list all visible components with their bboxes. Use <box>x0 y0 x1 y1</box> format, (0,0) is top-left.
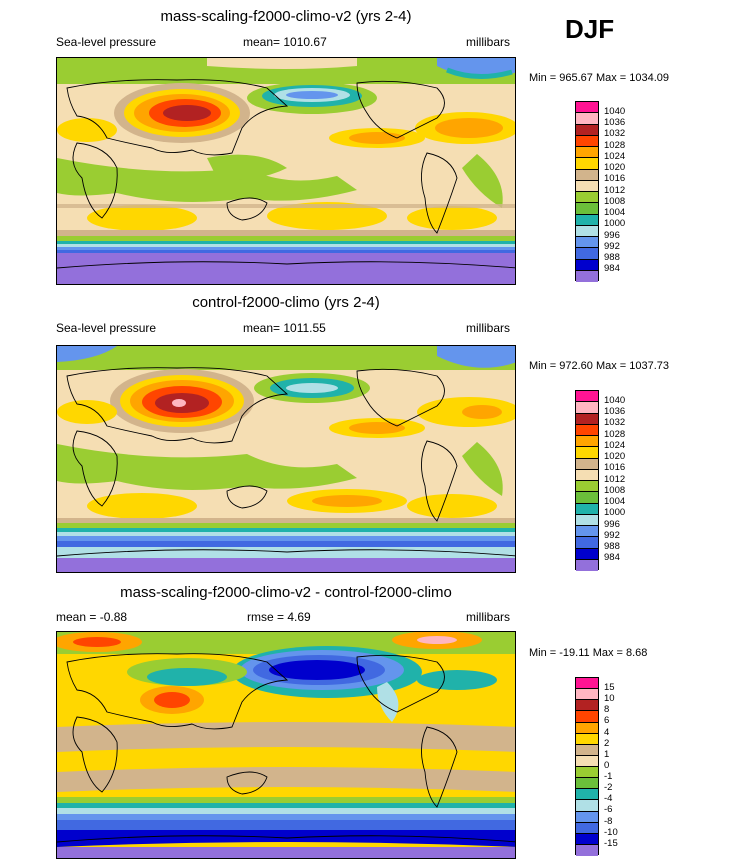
tick-label: -8 <box>604 816 613 827</box>
panel-2-units: millibars <box>466 321 511 335</box>
panel-3-rmse: rmse = 4.69 <box>247 610 311 624</box>
tick-label: 6 <box>604 715 610 726</box>
tick-label: 1000 <box>604 218 626 229</box>
tick-label: 1032 <box>604 417 626 428</box>
tick-label: 1016 <box>604 462 626 473</box>
tick-label: -2 <box>604 782 613 793</box>
tick-label: 1040 <box>604 106 626 117</box>
tick-label: 1004 <box>604 207 626 218</box>
tick-label: 8 <box>604 704 610 715</box>
season-label: DJF <box>565 14 615 44</box>
panel-2-minmax: Min = 972.60 Max = 1037.73 <box>529 360 670 372</box>
tick-label: 1020 <box>604 162 626 173</box>
tick-label: 1036 <box>604 117 626 128</box>
tick-label: 10 <box>604 693 615 704</box>
tick-label: 1012 <box>604 185 626 196</box>
panel-1-title: mass-scaling-f2000-climo-v2 (yrs 2-4) <box>160 8 412 25</box>
tick-label: 996 <box>604 230 620 241</box>
tick-label: -15 <box>604 838 618 849</box>
tick-label: 1000 <box>604 507 626 518</box>
panel-2-left-label: Sea-level pressure <box>56 321 157 335</box>
tick-label: -4 <box>604 793 613 804</box>
panel-3-minmax: Min = -19.11 Max = 8.68 <box>529 647 648 659</box>
tick-label: -1 <box>604 771 613 782</box>
panel-2-mean: mean= 1011.55 <box>243 321 326 335</box>
tick-label: 1 <box>604 749 610 760</box>
panel-1-minmax: Min = 965.67 Max = 1034.09 <box>529 72 670 84</box>
panel-3-mean: mean = -0.88 <box>56 610 128 624</box>
tick-label: 1028 <box>604 429 626 440</box>
tick-label: 992 <box>604 241 620 252</box>
panel-3-title: mass-scaling-f2000-climo-v2 - control-f2… <box>120 584 452 601</box>
tick-label: 1024 <box>604 440 626 451</box>
tick-label: 1012 <box>604 474 626 485</box>
tick-label: 1028 <box>604 140 626 151</box>
tick-label: 1008 <box>604 485 626 496</box>
tick-label: 992 <box>604 530 620 541</box>
panel-1-mean: mean= 1010.67 <box>243 35 327 49</box>
tick-label: -6 <box>604 804 613 815</box>
panel-1-colorbar <box>575 101 599 282</box>
tick-label: 1004 <box>604 496 626 507</box>
tick-label: 1040 <box>604 395 626 406</box>
tick-label: 1016 <box>604 173 626 184</box>
tick-label: -10 <box>604 827 618 838</box>
tick-label: 1008 <box>604 196 626 207</box>
tick-label: 996 <box>604 519 620 530</box>
panel-3-units: millibars <box>466 610 511 624</box>
tick-label: 15 <box>604 682 615 693</box>
tick-label: 1036 <box>604 406 626 417</box>
panel-1-map <box>56 57 516 285</box>
tick-label: 1024 <box>604 151 626 162</box>
panel-2-map <box>56 345 516 573</box>
tick-label: 984 <box>604 552 620 563</box>
tick-label: 1032 <box>604 128 626 139</box>
panel-3-colorbar <box>575 677 599 856</box>
tick-label: 2 <box>604 738 610 749</box>
panel-2-title: control-f2000-climo (yrs 2-4) <box>192 294 380 311</box>
tick-label: 1020 <box>604 451 626 462</box>
panel-1-left-label: Sea-level pressure <box>56 35 157 49</box>
panel-2-colorbar <box>575 390 599 571</box>
tick-label: 0 <box>604 760 610 771</box>
tick-label: 4 <box>604 727 610 738</box>
panel-1-units: millibars <box>466 35 511 49</box>
tick-label: 988 <box>604 252 620 263</box>
tick-label: 988 <box>604 541 620 552</box>
tick-label: 984 <box>604 263 620 274</box>
panel-3-map <box>56 631 516 859</box>
